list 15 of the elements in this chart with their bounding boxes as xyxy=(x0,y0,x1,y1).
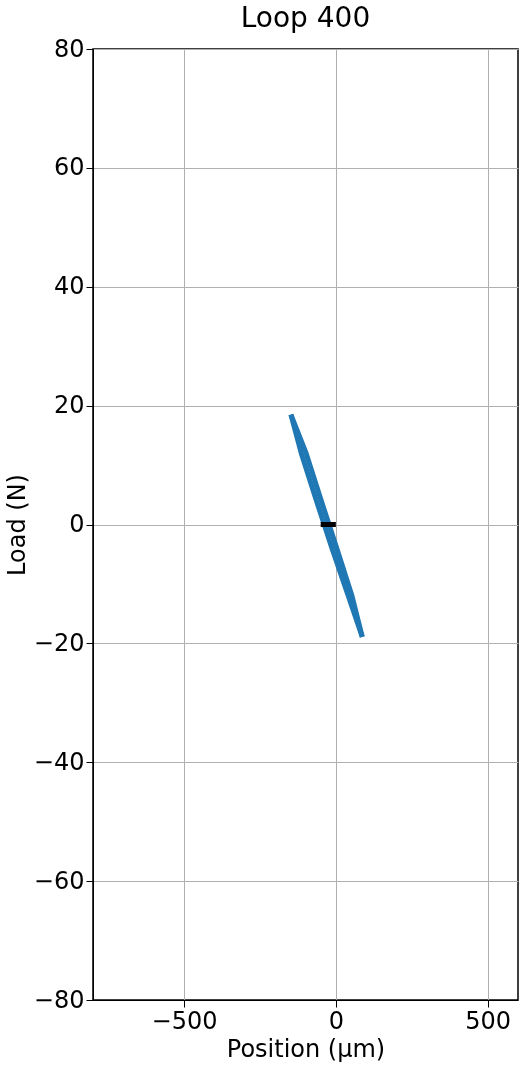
y-tick-label: −40 xyxy=(33,747,85,776)
y-tick-label: 60 xyxy=(53,153,85,182)
y-axis-title: Load (N) xyxy=(2,474,31,576)
x-axis-title: Position (µm) xyxy=(226,1034,386,1063)
y-tick-label: 80 xyxy=(53,34,85,63)
y-tick-label: −80 xyxy=(33,985,85,1014)
x-tick-label: −500 xyxy=(151,1006,218,1035)
x-tick-label: 0 xyxy=(328,1006,344,1035)
y-tick-label: 40 xyxy=(53,272,85,301)
y-tick-label: 0 xyxy=(69,510,85,538)
y-tick-label: −20 xyxy=(33,628,85,657)
y-tick-label: 20 xyxy=(53,391,85,420)
x-tick-label: 500 xyxy=(465,1006,512,1035)
chart-title: Loop 400 xyxy=(240,1,371,34)
y-tick-label: −60 xyxy=(33,866,85,895)
